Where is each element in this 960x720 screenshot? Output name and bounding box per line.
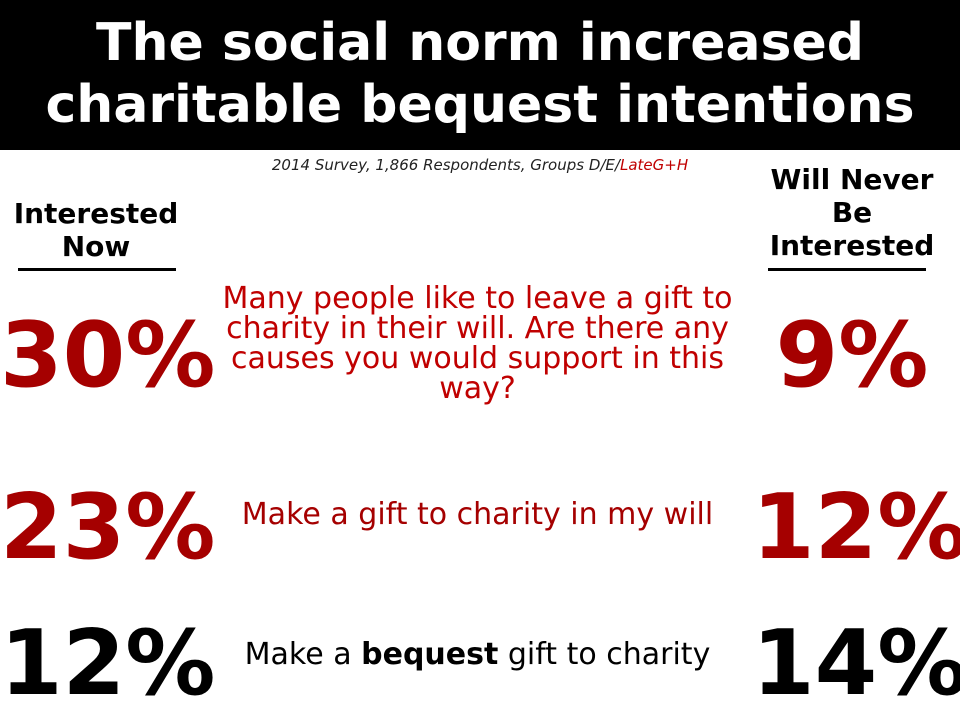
right-header-line-2: Be (831, 196, 873, 229)
row3-question-prefix: Make a (244, 637, 362, 672)
right-header-line-3: Interested (769, 229, 935, 262)
subtitle-separator: / (614, 156, 620, 174)
title-line-2: charitable bequest intentions (45, 75, 915, 135)
row1-question: Many people like to leave a gift to char… (222, 281, 733, 406)
subtitle-group-e: E (605, 156, 615, 174)
row2-never-interested: 12% (752, 475, 960, 580)
row3-interested-now: 12% (0, 611, 216, 716)
left-header-underline (18, 268, 176, 271)
row3-never-interested: 14% (752, 611, 960, 716)
right-header-line-1: Will Never (770, 163, 934, 196)
subtitle-prefix: 2014 Survey, 1,866 Respondents, Groups D… (271, 156, 606, 174)
row2-interested-now: 23% (0, 475, 216, 580)
left-column-header: Interested Now (8, 197, 184, 263)
row1-never-interested: 9% (775, 303, 929, 408)
row2-question: Make a gift to charity in my will (241, 497, 714, 532)
left-header-line-2: Now (61, 230, 131, 263)
title-bar: The social norm increased charitable beq… (0, 0, 960, 150)
row1-interested-now: 30% (0, 303, 216, 408)
survey-subtitle: 2014 Survey, 1,866 Respondents, Groups D… (0, 156, 960, 174)
subtitle-group-late: LateG+H (619, 156, 689, 174)
row3-question-suffix: gift to charity (498, 637, 711, 672)
right-header-underline (768, 268, 926, 271)
row3-question: Make a bequest gift to charity (205, 640, 750, 670)
row3-question-bold: bequest (361, 637, 499, 672)
title-line-1: The social norm increased (96, 13, 864, 73)
right-column-header: Will Never Be Interested (752, 163, 952, 262)
left-header-line-1: Interested (13, 197, 179, 230)
